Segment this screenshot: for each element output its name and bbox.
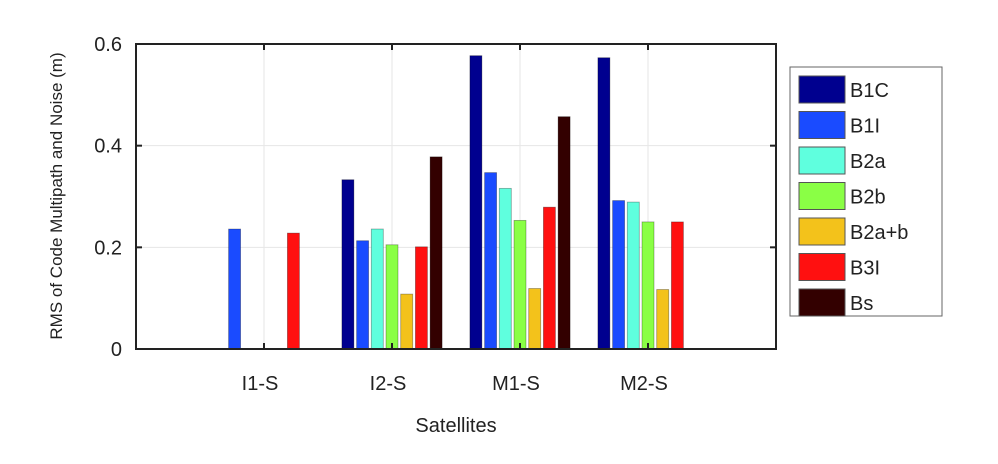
y-tick-labels: 0 0.2 0.4 0.6 [94,34,122,361]
legend-label: B3I [850,258,880,280]
legend-swatch [798,288,846,317]
x-axis-label: Satellites [415,415,496,437]
bar-B2a+b-M1-S [528,288,542,350]
legend-item: B3I [798,253,880,281]
legend-label: B2a [850,151,886,173]
bar-B3I-M1-S [543,206,556,350]
legend-label: B1I [850,116,880,138]
bars [228,55,684,350]
bar-B2a-I2-S [370,228,384,350]
legend-label: Bs [850,293,873,315]
x-tick-labels: I1-S I2-S M1-S M2-S [242,373,668,395]
x-tick-label: I1-S [242,373,279,395]
y-tick-label: 0.2 [94,237,122,259]
legend-item: B1I [798,111,880,139]
bar-B2a-M1-S [498,187,512,350]
bar-B2a+b-M2-S [656,289,670,350]
legend-label: B2b [850,187,886,209]
legend-swatch [798,75,846,104]
bar-B1I-M1-S [484,172,498,350]
legend-label: B2a+b [850,222,908,244]
bar-B1I-I2-S [356,240,370,350]
plot-area-frame [135,43,777,350]
bar-Bs-M1-S [557,116,571,350]
bar-B1C-M2-S [597,57,611,350]
y-tick-label: 0.4 [94,136,122,158]
legend-swatch [798,182,846,210]
y-tick-label: 0.6 [94,34,122,56]
legend-item: B2a [798,146,886,175]
bar-B2b-I2-S [385,244,399,350]
legend-swatch [798,217,846,246]
legend: B1C B1I B2a B2b B2a+b B3I Bs [789,66,943,317]
bar-B2b-M2-S [641,221,655,350]
y-tick-label: 0 [111,339,122,361]
x-tick-label: I2-S [370,373,407,395]
bar-B2a+b-I2-S [400,293,414,350]
legend-swatch [798,146,846,175]
legend-label: B1C [850,80,889,102]
legend-item: B1C [798,75,889,104]
legend-swatch [798,111,846,139]
bar-B1C-I2-S [341,179,355,350]
legend-item: B2a+b [798,217,908,246]
bar-B2b-M1-S [513,219,527,350]
x-tick-label: M2-S [620,373,668,395]
bar-Bs-I2-S [429,156,443,350]
bar-B3I-I1-S [286,232,300,350]
bar-B3I-I2-S [414,246,428,350]
y-axis-label: RMS of Code Multipath and Noise (m) [47,52,66,339]
x-tick-label: M1-S [492,373,540,395]
axis-ticks [136,43,776,350]
legend-swatch [798,253,846,281]
legend-item: Bs [798,288,873,317]
bar-B1I-M2-S [612,200,625,350]
legend-item: B2b [798,182,886,210]
bar-B3I-M2-S [671,221,684,350]
bar-B1I-I1-S [228,228,242,350]
bar-B2a-M2-S [626,201,640,350]
bar-B1C-M1-S [469,55,483,350]
